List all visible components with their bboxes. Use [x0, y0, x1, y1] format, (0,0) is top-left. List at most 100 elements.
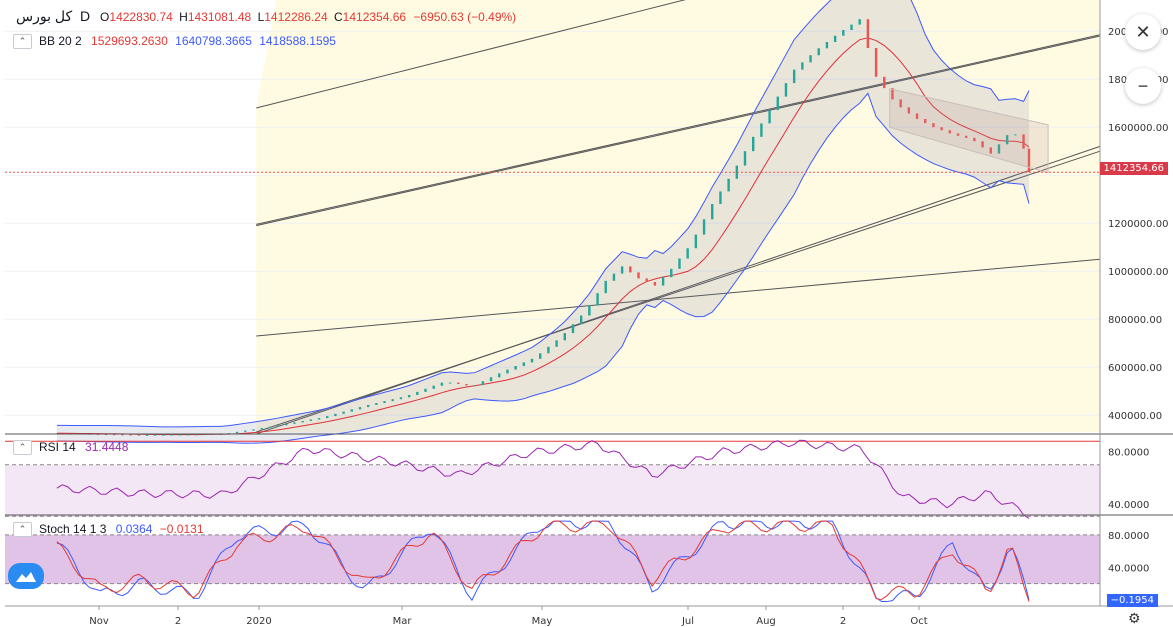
- candle: [1027, 148, 1031, 173]
- symbol-name[interactable]: کل بورس: [16, 8, 73, 24]
- candle: [235, 431, 239, 434]
- candle: [989, 147, 992, 154]
- candle: [571, 324, 575, 334]
- interval[interactable]: D: [80, 8, 91, 24]
- time-tick-label: Mar: [393, 616, 413, 627]
- candle: [506, 369, 509, 374]
- candle: [899, 99, 902, 108]
- rsi-legend: RSI 14 31.4448: [39, 440, 128, 454]
- tradingview-logo-icon[interactable]: [8, 563, 44, 589]
- candle: [973, 137, 976, 142]
- candle: [129, 434, 132, 436]
- time-tick-label: May: [532, 616, 553, 627]
- candle: [194, 434, 198, 436]
- candle: [416, 391, 419, 395]
- candle: [694, 234, 698, 249]
- stoch-d-value: −0.0131: [159, 522, 204, 536]
- time-tick-label: Jul: [681, 616, 694, 627]
- candle: [203, 434, 206, 436]
- candle: [366, 404, 370, 408]
- chevron-down-icon[interactable]: ⌃: [13, 34, 32, 49]
- price-tick-label: 1200000.00: [1108, 219, 1168, 230]
- candle: [268, 426, 272, 429]
- candle: [481, 381, 485, 386]
- gear-icon[interactable]: ⚙: [1128, 610, 1141, 626]
- regression-box: [889, 88, 1049, 174]
- candle: [121, 434, 124, 436]
- bb-label[interactable]: BB 20 2: [39, 34, 82, 48]
- candle: [784, 83, 788, 97]
- candle: [866, 19, 870, 48]
- stoch-tick-label: 40.0000: [1108, 563, 1149, 574]
- candle: [924, 118, 927, 124]
- candle: [629, 266, 632, 273]
- candle: [817, 48, 820, 56]
- candle: [760, 123, 763, 137]
- rsi-band: [5, 464, 1100, 517]
- channel-line: [256, 0, 686, 109]
- price-tick-label: 1000000.00: [1108, 267, 1168, 278]
- candle: [145, 434, 149, 436]
- candle: [711, 204, 714, 220]
- candle: [170, 434, 173, 436]
- rsi-label[interactable]: RSI 14: [39, 440, 76, 454]
- bb-fill: [56, 0, 1030, 444]
- bb-lower: 1418588.1595: [259, 34, 336, 48]
- candle: [498, 373, 501, 378]
- zoom-out-icon[interactable]: −: [1125, 68, 1161, 104]
- candle: [547, 346, 550, 354]
- close-circle-icon[interactable]: ✕: [1125, 14, 1161, 50]
- high-label: H: [179, 10, 188, 24]
- bb-lower-line: [56, 92, 1030, 444]
- candle: [743, 151, 747, 166]
- stoch-band: [5, 534, 1100, 584]
- stoch-label[interactable]: Stoch 14 1 3: [39, 522, 107, 536]
- candle: [211, 434, 214, 436]
- candle: [645, 278, 648, 282]
- candle: [604, 280, 607, 294]
- candle: [153, 434, 157, 436]
- price-pane[interactable]: [5, 0, 1101, 444]
- time-tick-label: Nov: [89, 616, 109, 627]
- candle: [686, 248, 689, 259]
- time-tick-label: 2: [175, 616, 181, 627]
- rsi-pane[interactable]: [5, 439, 1100, 519]
- candle: [801, 62, 804, 70]
- candle: [792, 69, 796, 84]
- candle: [448, 382, 452, 384]
- candle: [579, 315, 583, 325]
- candle: [162, 434, 165, 436]
- candle: [276, 425, 280, 427]
- bb-legend: BB 20 2 1529693.2630 1640798.3665 141858…: [39, 34, 336, 48]
- channel-line: [256, 258, 1101, 337]
- candle: [858, 19, 861, 25]
- candle: [522, 362, 526, 366]
- low-label: L: [257, 10, 265, 24]
- rsi-tick-label: 40.0000: [1108, 500, 1149, 511]
- low-value: 1412286.24: [264, 10, 328, 24]
- candle: [727, 178, 730, 192]
- candle: [407, 394, 411, 398]
- candle: [375, 403, 378, 405]
- candle: [735, 165, 739, 179]
- candle: [825, 42, 829, 49]
- stoch-collapse-icon[interactable]: ⌃: [13, 522, 32, 537]
- candle: [530, 358, 534, 363]
- rsi-collapse-icon[interactable]: ⌃: [13, 440, 32, 455]
- candle: [399, 397, 403, 400]
- candle: [489, 377, 493, 382]
- channel-line: [256, 150, 1101, 433]
- candle: [940, 127, 943, 131]
- candle: [555, 340, 558, 347]
- stoch-pane[interactable]: [5, 520, 1100, 603]
- candle: [514, 366, 517, 370]
- candle: [301, 420, 304, 423]
- candle: [424, 388, 427, 392]
- candle: [915, 113, 919, 119]
- candle: [842, 30, 845, 36]
- candle: [752, 136, 755, 152]
- candle: [285, 423, 288, 426]
- candle: [891, 88, 894, 100]
- bb-upper: 1640798.3665: [175, 34, 252, 48]
